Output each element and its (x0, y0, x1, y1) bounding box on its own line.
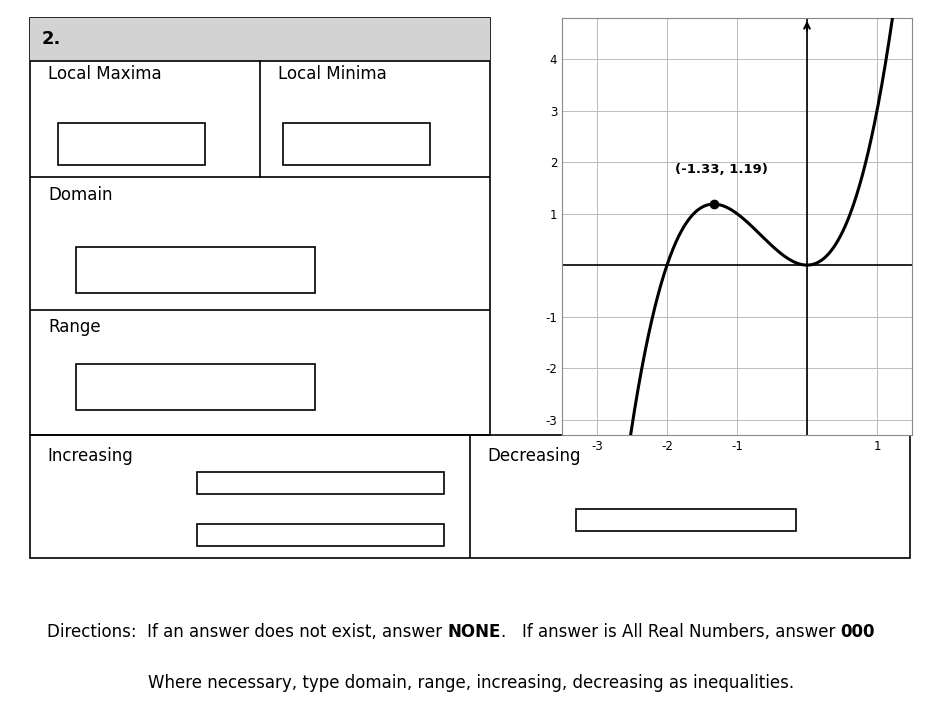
Text: Range: Range (48, 318, 101, 336)
Text: Where necessary, type domain, range, increasing, decreasing as inequalities.: Where necessary, type domain, range, inc… (148, 674, 794, 692)
Text: Increasing: Increasing (48, 447, 134, 465)
Bar (283, 123, 430, 165)
Text: NONE: NONE (447, 623, 501, 641)
Text: (-1.33, 1.19): (-1.33, 1.19) (675, 163, 769, 176)
Text: Directions:  If an answer does not exist, answer: Directions: If an answer does not exist,… (47, 623, 447, 641)
Text: Decreasing: Decreasing (488, 447, 581, 465)
Text: Domain: Domain (48, 185, 113, 204)
Bar (576, 509, 796, 531)
Bar (197, 523, 444, 546)
Text: 000: 000 (840, 623, 875, 641)
Text: .   If answer is All Real Numbers, answer: . If answer is All Real Numbers, answer (501, 623, 840, 641)
Bar (76, 247, 316, 293)
Bar (30, 18, 490, 61)
Bar (197, 472, 444, 494)
Text: Local Maxima: Local Maxima (48, 65, 162, 83)
Text: 2.: 2. (41, 30, 61, 48)
Text: Local Minima: Local Minima (279, 65, 387, 83)
Bar (57, 123, 204, 165)
Bar (76, 364, 316, 410)
